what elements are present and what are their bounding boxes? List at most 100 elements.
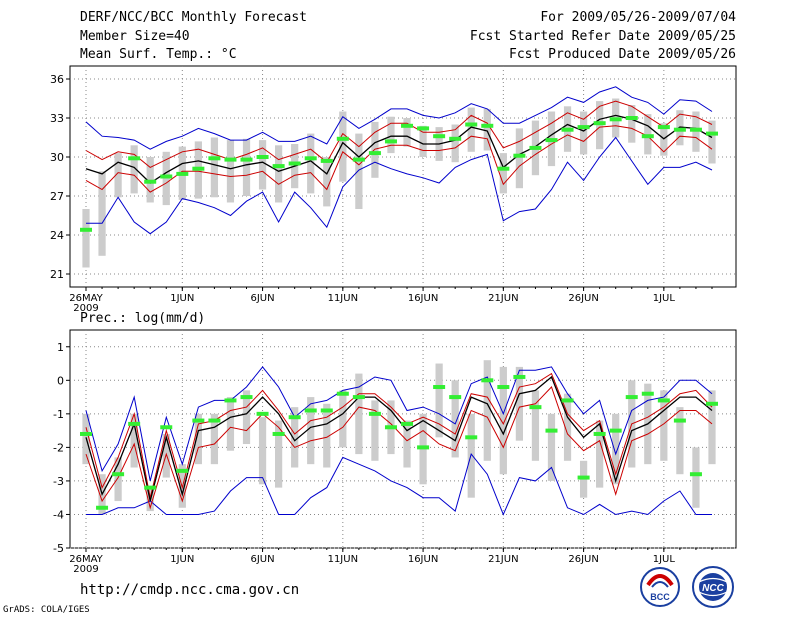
temp-spread-box [403, 118, 411, 147]
prec-observed-mark [401, 421, 414, 426]
temp-xtick-label: 1JUN [170, 293, 194, 304]
prec-spread-box [194, 413, 202, 465]
temp-observed-mark [577, 125, 590, 130]
temp-observed-mark [208, 156, 221, 161]
prec-observed-mark [288, 415, 301, 420]
prec-observed-mark [513, 374, 526, 379]
prec-spread-box [435, 363, 443, 438]
temp-observed-mark [706, 131, 718, 136]
prec-observed-mark [320, 408, 333, 413]
prec-spread-box [355, 373, 363, 455]
temp-ytick-label: 36 [50, 73, 64, 86]
prec-spread_upper-line [85, 372, 713, 498]
temp-spread-box [98, 171, 106, 256]
prec-spread-box [612, 413, 620, 485]
prec-xtick-label: 21JUN [488, 554, 518, 565]
prec-ytick-label: -2 [53, 441, 64, 454]
prec-observed-mark [240, 395, 253, 400]
prec-observed-mark [112, 472, 125, 477]
temp-panel: 21 24 27 30 33 36 26MAY 1JUN 6JUN 11JUN 16JUN 21JUN… [50, 65, 737, 314]
temp-observed-mark [272, 164, 285, 169]
prec-observed-mark [128, 421, 141, 426]
prec-observed-mark [256, 411, 269, 416]
prec-min-line [86, 453, 712, 516]
started-refer-date: Fcst Started Refer Date 2009/05/25 [469, 29, 736, 44]
prec-observed-mark [641, 391, 654, 396]
temp-spread-box [483, 108, 491, 151]
temp-observed-mark [128, 156, 141, 161]
prec-max-line [85, 366, 713, 482]
prec-observed-mark [689, 472, 702, 477]
prec-xtick-label: 26MAY [69, 554, 103, 565]
prec-ytick-label: -4 [53, 508, 64, 521]
temp-spread-box [307, 133, 315, 194]
prec-spread-box [483, 360, 491, 461]
grads-credit: GrADS: COLA/IGES [3, 605, 90, 615]
prec-spread-box [563, 393, 572, 461]
temp-mean-line [85, 114, 713, 184]
temp-observed-mark [529, 145, 542, 150]
temp-spread-box [130, 145, 138, 194]
prec-xtick-label: 6JUN [251, 554, 275, 565]
prec-observed-mark [609, 428, 622, 433]
prec-spread-box [451, 380, 459, 458]
temp-xtick-label: 1JUL [653, 293, 676, 304]
prec-spread-box [708, 390, 716, 465]
prec-spread-box [242, 390, 251, 445]
temp-observed-mark [657, 125, 670, 130]
produced-date: Fcst Produced Date 2009/05/26 [509, 47, 736, 62]
temp-observed-mark [465, 122, 478, 127]
prec-spread-box [130, 413, 138, 468]
footer-url[interactable]: http://cmdp.ncc.cma.gov.cn [80, 582, 300, 598]
prec-observed-mark [176, 468, 189, 473]
prec-observed-mark [449, 395, 462, 400]
temp-spread-box [242, 138, 251, 196]
temp-observed-mark [449, 136, 462, 141]
prec-mean-line [85, 375, 713, 502]
prec-xtick-label: 1JUN [170, 554, 194, 565]
temp-xtick-label: 26MAY [69, 293, 103, 304]
temp-xtick-label: 16JUN [408, 293, 438, 304]
temp-observed-mark [625, 116, 638, 120]
temp-observed-mark [80, 227, 92, 232]
temp-spread-box [323, 157, 331, 207]
temp-spread-box [82, 209, 90, 268]
temp-observed-mark [417, 126, 430, 131]
temp-observed-mark [336, 136, 349, 141]
temp-observed-mark [176, 171, 189, 176]
prec-observed-mark [272, 431, 285, 436]
temp-observed-mark [160, 174, 173, 179]
temp-spread-box [579, 111, 588, 155]
temp-spread-box [467, 107, 475, 152]
prec-xtick-label: 16JUN [408, 554, 438, 565]
prec-spread-box [547, 413, 556, 481]
bcc-logo: BCC [640, 567, 680, 607]
variable-label: Mean Surf. Temp.: °C [80, 47, 237, 62]
temp-spread-box [515, 128, 523, 189]
prec-observed-mark [545, 428, 558, 433]
ncc-logo: NCC [692, 566, 734, 608]
prec-spread-box [403, 420, 411, 468]
temp-min-line [86, 136, 713, 235]
prec-spread-box [596, 420, 604, 488]
prec-ytick-label: -3 [53, 475, 64, 488]
prec-observed-mark [497, 385, 510, 390]
temp-spread-box [451, 124, 459, 163]
prec-spread-box [114, 457, 122, 502]
prec-ytick-label: 0 [57, 374, 64, 387]
temp-observed-mark [609, 117, 622, 122]
temp-year-label: 2009 [73, 303, 98, 314]
prec-spread-box [210, 413, 219, 465]
temp-observed-mark [368, 151, 381, 156]
temp-observed-mark [384, 139, 397, 144]
prec-ytick-label: -1 [53, 408, 64, 421]
prec-spread-box [307, 397, 315, 465]
prec-spread-box [531, 390, 540, 461]
temp-observed-mark [673, 127, 686, 132]
prec-observed-mark [144, 485, 157, 490]
temp-spread-box [708, 120, 716, 164]
prec-spread-box [258, 417, 267, 485]
prec-observed-mark [673, 418, 686, 423]
prec-observed-mark [224, 398, 237, 403]
prec-spread-box [371, 400, 379, 461]
